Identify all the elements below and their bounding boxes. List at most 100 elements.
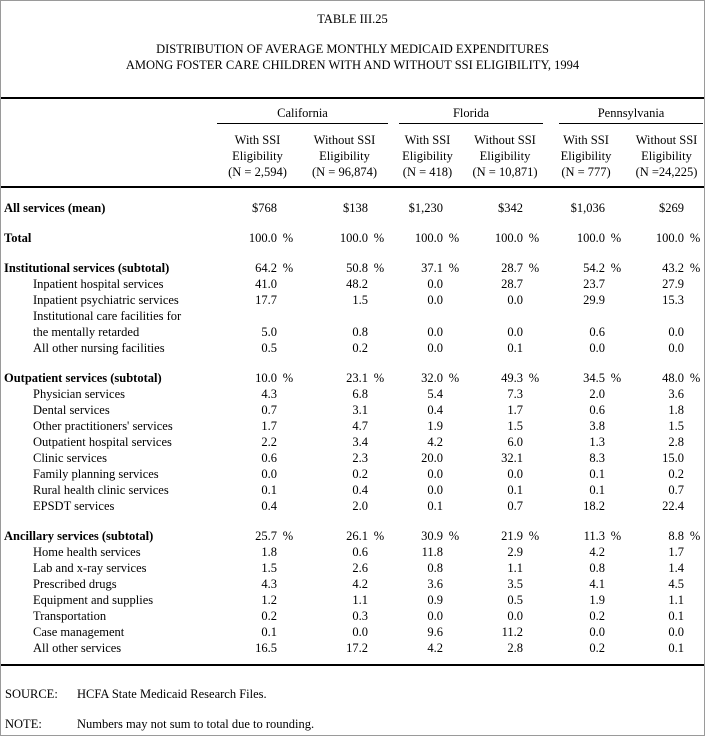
value-number: $138 [343,201,368,215]
percent-suffix: % [689,261,701,275]
value-cell: 37.1% [390,246,465,276]
table-row: Institutional services (subtotal) 64.2% 5… [1,246,704,276]
value-number: 100.0 [248,231,277,245]
value-number: 1.7 [507,403,524,417]
row-label: Physician services [33,387,125,401]
value-cell: 10.0% [216,356,299,386]
value-cell: 41.0 [216,276,299,292]
value-cell: 4.2 [390,640,465,666]
row-label-cell: Home health services [1,544,216,560]
value-number: 11.8 [421,545,443,559]
value-cell: 3.5 [465,576,545,592]
group-label-pennsylvania: Pennsylvania [559,105,704,124]
value-cell: 30.9% [390,514,465,544]
row-label-cell: All other services [1,640,216,666]
value-number: 2.0 [589,387,606,401]
value-cell: 23.7 [545,276,627,292]
value-cell: 1.9 [390,418,465,434]
source-text: HCFA State Medicaid Research Files. [77,687,267,701]
value-cell: 48.0% [627,356,704,386]
row-label-cell: Lab and x-ray services [1,560,216,576]
value-number: 22.4 [662,499,685,513]
value-cell: 0.1 [216,482,299,498]
value-cell: 1.7 [216,418,299,434]
value-cell: 100.0% [390,216,465,246]
value-number: 54.2 [583,261,606,275]
value-cell: 4.5 [627,576,704,592]
value-number: 4.2 [352,577,368,591]
value-number: 100.0 [414,231,443,245]
value-number: 25.7 [255,529,277,543]
value-cell: 0.2 [545,640,628,666]
table-body: All services (mean) $768 $138 $1,230 $342 $1… [1,187,704,666]
row-label: Prescribed drugs [33,577,117,591]
value-cell: 34.5% [545,356,627,386]
value-cell: 3.8 [545,418,627,434]
value-number: 20.0 [421,451,443,465]
percent-suffix: % [373,261,385,275]
table-row: All other nursing facilities 0.5 0.2 0.0 0.… [1,340,704,356]
value-number: 18.2 [583,499,606,513]
value-cell: 4.3 [216,576,299,592]
table-row: Lab and x-ray services 1.5 2.6 0.8 1.1 0.8 1.… [1,560,704,576]
table-row: Family planning services 0.0 0.2 0.0 0.0 0.1… [1,466,704,482]
value-number: 0.0 [507,467,524,481]
value-cell: 25.7% [216,514,299,544]
value-number: 28.7 [501,261,524,275]
value-cell: 0.2 [299,340,390,356]
value-number: 4.2 [427,641,443,655]
row-label: the mentally retarded [33,325,140,339]
value-number: 4.1 [589,577,606,591]
value-cell: 100.0% [545,216,627,246]
value-number: 1.9 [589,593,606,607]
value-cell: 0.8 [545,560,627,576]
value-number: 0.7 [668,483,685,497]
row-label-cell: Clinic services [1,450,216,466]
value-number: 15.0 [662,451,685,465]
value-number: 0.1 [261,625,277,639]
value-number: 6.8 [352,387,368,401]
value-number: 43.2 [662,261,685,275]
table-row: EPSDT services 0.4 2.0 0.1 0.7 18.2 22.4 [1,498,704,514]
value-number: 48.2 [346,277,368,291]
value-cell: 64.2% [216,246,299,276]
state-group-header-row: California Florida Pennsylvania [1,98,704,124]
value-cell: 0.2 [216,608,299,624]
row-label: Inpatient hospital services [33,277,164,291]
value-cell: 0.9 [390,592,465,608]
value-cell: 0.0 [390,276,465,292]
value-number: 17.2 [346,641,368,655]
value-cell: 11.3% [545,514,627,544]
value-cell: 100.0% [216,216,299,246]
value-cell: 49.3% [465,356,545,386]
table-row: Equipment and supplies 1.2 1.1 0.9 0.5 1.9 1.… [1,592,704,608]
percent-suffix: % [282,371,294,385]
value-cell: 1.8 [216,544,299,560]
value-cell: 0.1 [216,624,299,640]
value-cell: 0.8 [390,560,465,576]
row-label: Dental services [33,403,110,417]
title-line-2: AMONG FOSTER CARE CHILDREN WITH AND WITH… [125,58,580,72]
source-line: SOURCE: HCFA State Medicaid Research File… [1,686,704,702]
value-number: 2.6 [352,561,368,575]
value-number: 0.6 [352,545,368,559]
value-cell: 18.2 [545,498,627,514]
row-label-cell: Prescribed drugs [1,576,216,592]
value-number: 1.5 [507,419,524,433]
percent-suffix: % [689,231,701,245]
value-number: 0.0 [589,341,606,355]
table-row: Institutional care facilities for the men… [1,308,704,340]
value-cell: 100.0% [299,216,390,246]
value-number: 3.4 [352,435,368,449]
title-line-1: DISTRIBUTION OF AVERAGE MONTHLY MEDICAID… [156,42,549,56]
value-number: 100.0 [655,231,685,245]
value-number: 23.1 [346,371,368,385]
row-label-cell: All services (mean) [1,187,216,216]
empty-corner-cell [1,124,216,188]
value-cell: $342 [465,187,545,216]
row-label-cell: Total [1,216,216,246]
value-cell: 3.1 [299,402,390,418]
value-cell: 0.0 [390,340,465,356]
value-number: 0.1 [668,609,685,623]
